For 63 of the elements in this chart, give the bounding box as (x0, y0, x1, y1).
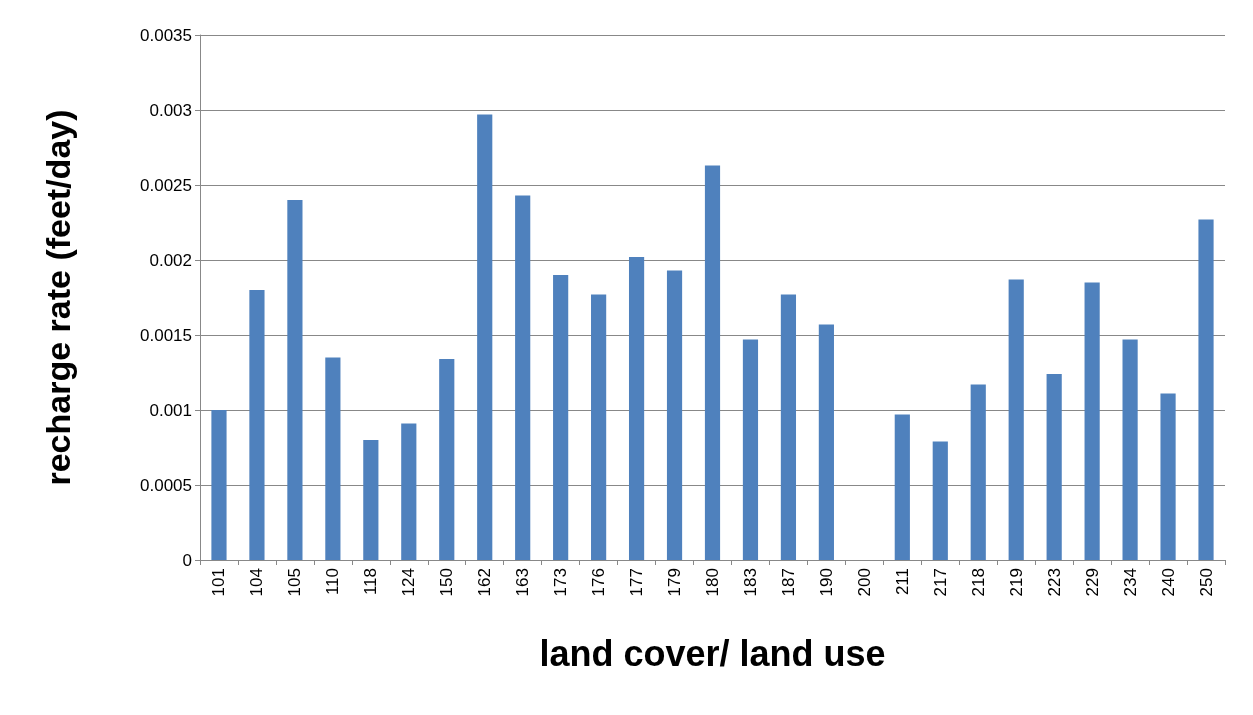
x-tick-label: 180 (703, 568, 722, 597)
bar (363, 440, 379, 560)
x-tick-label: 219 (1006, 568, 1026, 597)
bar (818, 324, 834, 560)
x-tick-label: 218 (968, 568, 988, 597)
x-tick-label: 177 (627, 568, 647, 597)
bar (401, 423, 417, 560)
x-tick-label: 187 (778, 568, 798, 597)
x-tick-label: 229 (1082, 568, 1102, 597)
bar (249, 290, 265, 560)
bar (932, 441, 948, 560)
y-tick-label: 0.001 (149, 400, 192, 420)
x-tick-label: 163 (513, 568, 533, 597)
x-tick-label: 162 (475, 568, 495, 597)
bar (515, 195, 531, 560)
x-tick-label: 150 (437, 568, 457, 597)
x-tick-label: 234 (1120, 568, 1140, 597)
y-tick-label: 0.0035 (140, 25, 192, 45)
x-tick-label: 173 (551, 568, 571, 597)
y-tick-label: 0.003 (149, 100, 192, 120)
x-tick-label: 101 (209, 568, 229, 597)
bar (1046, 374, 1062, 560)
bar (742, 339, 759, 560)
bar (1160, 393, 1176, 560)
bar (591, 294, 607, 560)
bar (439, 359, 455, 560)
bar (1084, 282, 1100, 560)
x-tick-label: 250 (1196, 568, 1216, 597)
x-tick-label: 223 (1044, 568, 1064, 597)
x-tick-label: 104 (247, 568, 267, 597)
y-tick-label: 0.0015 (140, 325, 192, 345)
x-tick-label: 240 (1158, 568, 1178, 597)
x-tick-label: 176 (589, 568, 609, 597)
bar (704, 165, 721, 560)
x-tick-label: 118 (361, 568, 381, 596)
x-tick-label: 211 (892, 568, 912, 596)
bar (1008, 279, 1024, 560)
x-axis-title: land cover/ land use (539, 632, 886, 674)
bar (287, 200, 303, 560)
bar (780, 294, 797, 560)
bar (666, 270, 683, 560)
y-axis-title: recharge rate (feet/day) (39, 109, 77, 486)
bar (553, 275, 569, 560)
x-tick-label: 124 (399, 568, 419, 597)
x-tick-label: 105 (285, 568, 305, 597)
x-tick-label: 217 (930, 568, 950, 597)
x-tick-label: 110 (323, 568, 343, 596)
bar (1122, 339, 1138, 560)
x-tick-label: 179 (665, 568, 685, 597)
x-tick-label: 200 (854, 568, 874, 597)
bar (970, 384, 986, 560)
y-tick-label: 0 (182, 550, 192, 570)
bar (477, 114, 493, 560)
x-tick-label: 183 (740, 568, 760, 597)
y-tick-label: 0.002 (149, 250, 192, 270)
x-tick-label: 190 (816, 568, 836, 597)
y-tick-label: 0.0005 (140, 475, 192, 495)
bar (1198, 219, 1214, 560)
y-tick-label: 0.0025 (140, 175, 192, 195)
bar (628, 257, 645, 560)
bar (894, 414, 910, 560)
bar (325, 357, 341, 560)
bar (211, 410, 227, 560)
